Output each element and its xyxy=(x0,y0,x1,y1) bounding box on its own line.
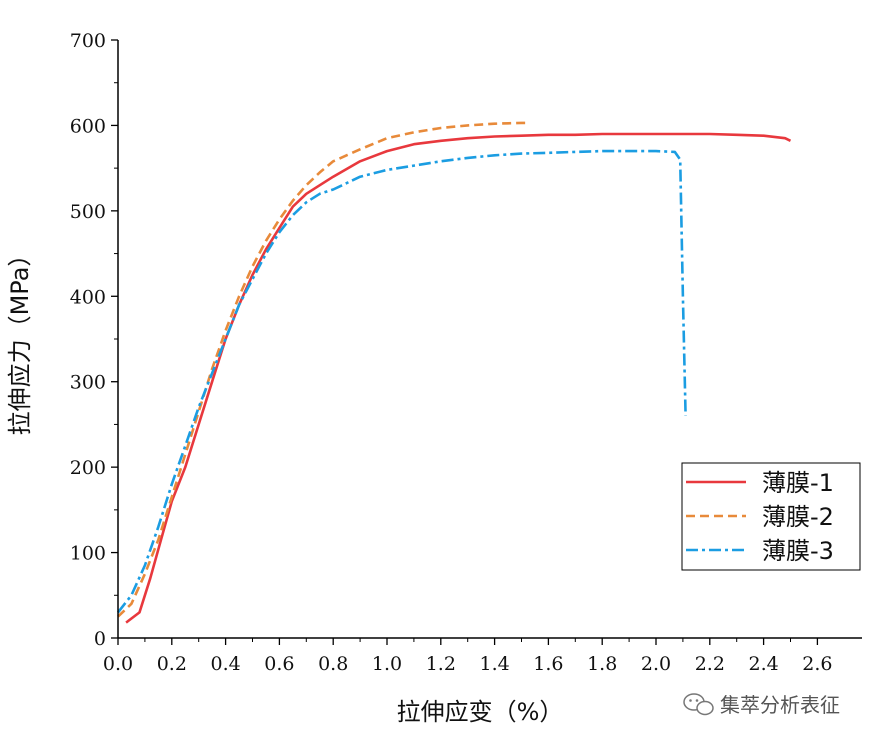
x-tick-label: 0.8 xyxy=(318,653,348,675)
y-ticks: 0 100 200 300 400 500 600 700 xyxy=(70,30,118,650)
y-tick-label: 300 xyxy=(70,372,106,394)
y-tick-label: 100 xyxy=(70,543,106,565)
y-tick-label: 500 xyxy=(70,201,106,223)
x-tick-label: 0.2 xyxy=(157,653,187,675)
x-tick-label: 1.4 xyxy=(479,653,509,675)
x-tick-label: 1.6 xyxy=(533,653,563,675)
series-line-2 xyxy=(117,121,530,618)
legend: 薄膜-1 薄膜-2 薄膜-3 xyxy=(681,462,861,571)
legend-label-series-2: 薄膜-2 xyxy=(762,503,834,531)
y-tick-label: 600 xyxy=(70,115,106,137)
legend-label-series-1: 薄膜-1 xyxy=(762,469,834,497)
y-tick-label: 700 xyxy=(70,30,106,52)
x-tick-label: 1.2 xyxy=(426,653,456,675)
series-line-3 xyxy=(116,149,687,614)
x-tick-label: 0.0 xyxy=(103,653,133,675)
x-tick-label: 0.4 xyxy=(210,653,240,675)
y-tick-label: 0 xyxy=(94,628,106,650)
y-tick-label: 400 xyxy=(70,286,106,308)
series-layer xyxy=(116,121,792,624)
x-tick-label: 2.4 xyxy=(748,653,778,675)
x-tick-label: 2.2 xyxy=(695,653,725,675)
x-tick-label: 2.0 xyxy=(641,653,671,675)
wechat-icon xyxy=(683,693,714,716)
legend-label-series-3: 薄膜-3 xyxy=(762,537,834,565)
watermark-text: 集萃分析表征 xyxy=(720,693,840,717)
x-axis-title: 拉伸应变（%） xyxy=(397,698,564,726)
x-tick-label: 1.8 xyxy=(587,653,617,675)
x-tick-label: 1.0 xyxy=(372,653,402,675)
x-tick-label: 2.6 xyxy=(802,653,832,675)
y-tick-label: 200 xyxy=(70,457,106,479)
y-axis-title: 拉伸应力（MPa） xyxy=(6,243,34,436)
x-tick-label: 0.6 xyxy=(264,653,294,675)
series-line-1 xyxy=(125,132,792,624)
watermark: 集萃分析表征 xyxy=(683,693,840,717)
x-ticks: 0.0 0.2 0.4 0.6 0.8 1.0 1.2 1.4 1.6 1.8 2.0 2.2 2.4 2… xyxy=(103,638,833,675)
